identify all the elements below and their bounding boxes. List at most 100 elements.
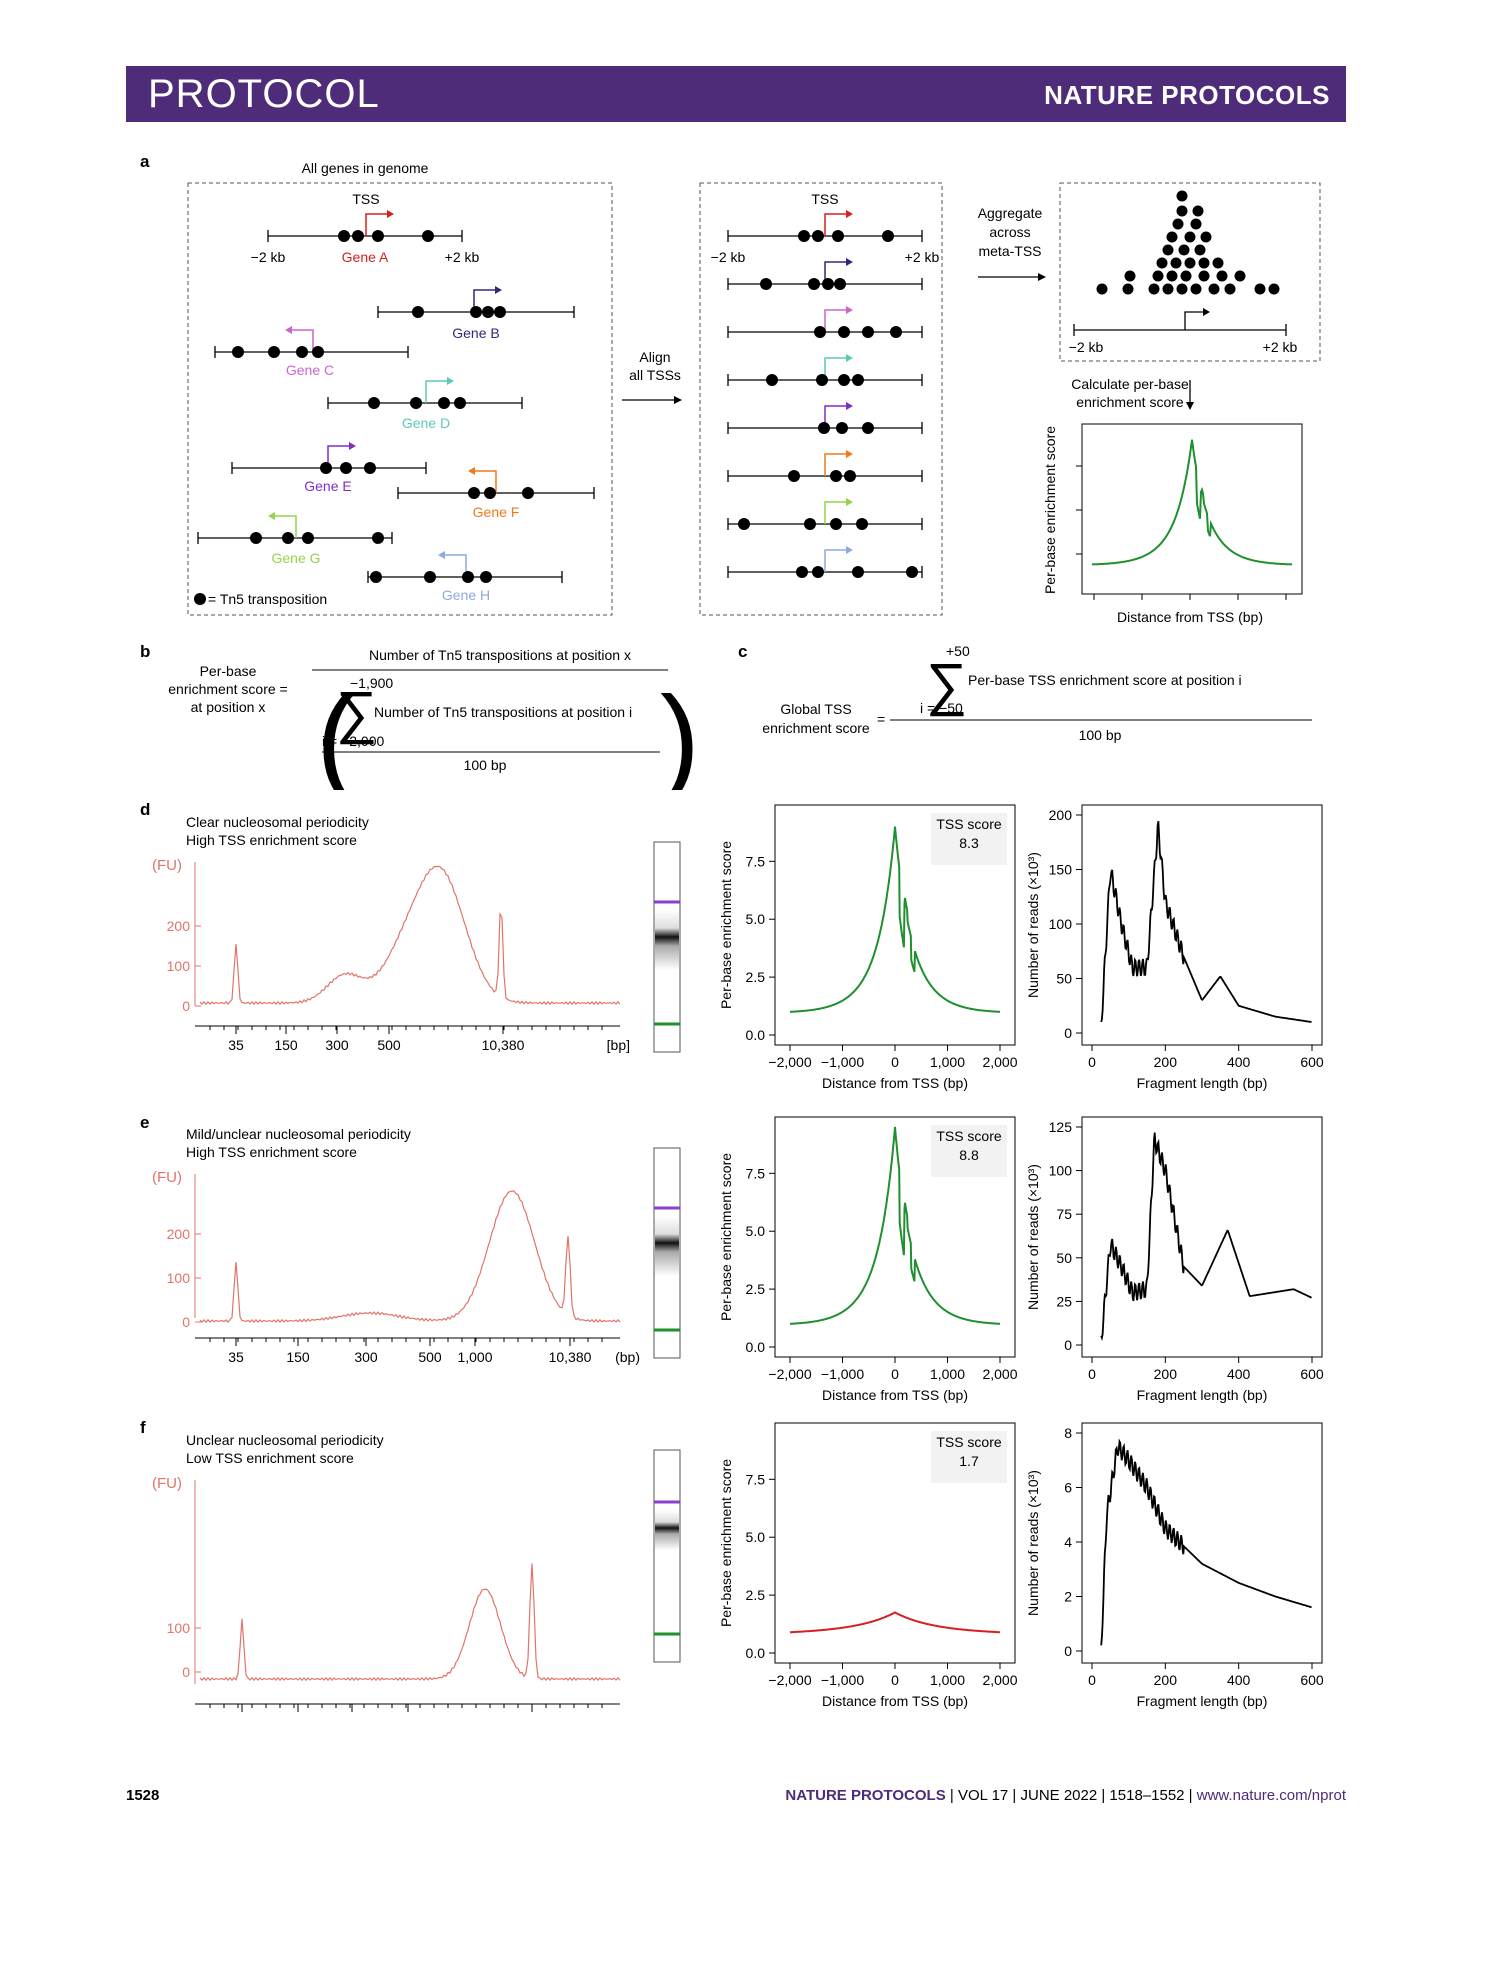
frag-xtick: 0 — [1088, 1366, 1096, 1382]
gel-lane — [653, 1449, 681, 1663]
tss-arrow-icon — [824, 309, 849, 332]
footer-volume: | VOL 17 | JUNE 2022 | 1518–1552 | — [949, 1787, 1193, 1804]
tn5-dot — [814, 326, 826, 338]
frag-ytick: 25 — [1056, 1293, 1072, 1309]
fu-tick: 0 — [182, 998, 190, 1014]
bp-tick: 300 — [340, 1715, 364, 1718]
tn5-dot — [890, 326, 902, 338]
tn5-dot — [482, 306, 494, 318]
frag-xlabel: Fragment length (bp) — [1137, 1075, 1268, 1091]
aligned-track-f — [727, 450, 923, 482]
aggregate-text-3: meta-TSS — [978, 243, 1041, 259]
gene-label: Gene H — [442, 587, 490, 603]
tss-arrow-icon — [289, 329, 314, 352]
tn5-dot — [838, 326, 850, 338]
tss-xtick: −1,000 — [821, 1672, 864, 1688]
tss-arrow-icon — [824, 549, 849, 572]
aligned-minus-2kb: −2 kb — [711, 249, 746, 265]
frag-ytick: 125 — [1049, 1119, 1073, 1135]
tss-ytick: 7.5 — [746, 853, 766, 869]
tss-score-label: TSS score — [936, 816, 1002, 832]
gene-track-b: Gene B — [377, 286, 575, 341]
tn5-dot — [480, 571, 492, 583]
fu-label: (FU) — [152, 1475, 182, 1492]
fu-tick: 100 — [167, 1620, 191, 1636]
frag-ylabel: Number of reads (×10³) — [1025, 1470, 1041, 1616]
aggregate-dot — [1212, 257, 1224, 269]
aggregate-dot — [1190, 218, 1202, 230]
meta-xlabel: Distance from TSS (bp) — [1117, 609, 1263, 625]
legend: = Tn5 transposition — [194, 591, 327, 607]
genome-box — [187, 182, 613, 616]
tn5-dot — [338, 230, 350, 242]
tn5-dot — [462, 571, 474, 583]
frag-xtick: 200 — [1154, 1672, 1178, 1688]
tss-xtick: 1,000 — [930, 1366, 965, 1382]
tn5-dot — [798, 230, 810, 242]
gene-track-g: Gene G — [197, 512, 393, 566]
tss-score-label: TSS score — [936, 1434, 1002, 1450]
frag-ytick: 0 — [1064, 1643, 1072, 1659]
frag-xtick: 400 — [1227, 1672, 1251, 1688]
tss-arrow-icon — [824, 357, 849, 380]
row-desc-1: Clear nucleosomal periodicity — [186, 814, 369, 830]
journal-name: NATURE PROTOCOLS — [1044, 80, 1330, 110]
tss-xtick: −1,000 — [821, 1054, 864, 1070]
fu-tick: 0 — [182, 1664, 190, 1680]
gene-track-a: Gene A — [267, 210, 463, 265]
footer-journal: NATURE PROTOCOLS — [785, 1787, 946, 1804]
gene-track-e: Gene E — [231, 442, 427, 494]
tn5-dot — [804, 518, 816, 530]
calculate-text-2: enrichment score — [1076, 394, 1184, 410]
tn5-dot-icon — [194, 593, 206, 605]
gel-lane — [653, 1147, 681, 1359]
tss-score-value: 1.7 — [959, 1453, 979, 1469]
bp-unit: (bp) — [615, 1715, 640, 1718]
tn5-dot — [312, 346, 324, 358]
aggregate-text-1: Aggregate — [978, 205, 1043, 221]
aligned-track-b — [727, 258, 923, 290]
tss-xtick: 2,000 — [982, 1672, 1017, 1688]
bp-tick: 1,000 — [457, 1349, 492, 1365]
bp-tick: 10,380 — [482, 1037, 525, 1053]
b-divisor: 100 bp — [464, 757, 507, 773]
tn5-dot — [364, 462, 376, 474]
c-equals: = — [877, 711, 885, 727]
tss-ytick: 0.0 — [746, 1339, 766, 1355]
aligned-box — [699, 182, 943, 616]
aggregate-dot — [1172, 218, 1184, 230]
aggregate-dot — [1198, 270, 1210, 282]
gene-tracks-unaligned: Gene A Gene B Gene C Gene D Gene E Gene F Gene… — [197, 191, 595, 603]
aggregate-dot — [1198, 257, 1210, 269]
footer-url[interactable]: www.nature.com/nprot — [1196, 1787, 1346, 1804]
tss-label: TSS — [352, 191, 379, 207]
tss-xlabel: Distance from TSS (bp) — [822, 1693, 968, 1709]
aggregate-dot — [1176, 283, 1188, 295]
tss-arrow-icon — [473, 289, 498, 312]
frag-ytick: 50 — [1056, 971, 1072, 987]
aligned-track-h — [727, 546, 923, 578]
b-sigma: ∑ — [336, 680, 377, 745]
frag-ytick: 50 — [1056, 1250, 1072, 1266]
tss-ytick: 2.5 — [746, 1281, 766, 1297]
b-sum-top: −1,900 — [350, 675, 393, 691]
tn5-dot — [320, 462, 332, 474]
tss-xtick: −1,000 — [821, 1366, 864, 1382]
bioanalyzer-trace: 200 100 0 35 150 300 500 1,000 10,380 (bp) — [167, 1174, 640, 1365]
tn5-dot — [410, 397, 422, 409]
tn5-dot — [352, 230, 364, 242]
frag-xtick: 600 — [1300, 1672, 1324, 1688]
b-sum-term: Number of Tn5 transpositions at position… — [374, 704, 632, 720]
tn5-dot — [372, 532, 384, 544]
fu-label: (FU) — [152, 1169, 182, 1186]
tn5-dot — [856, 518, 868, 530]
bp-tick: 150 — [286, 1349, 310, 1365]
tn5-dot — [834, 278, 846, 290]
aligned-track-d — [727, 354, 923, 386]
tss-arrow-icon — [272, 515, 297, 538]
tn5-dot — [468, 487, 480, 499]
gene-track-c: Gene C — [214, 326, 409, 378]
tn5-dot — [852, 374, 864, 386]
tss-xtick: −2,000 — [768, 1672, 811, 1688]
tn5-dot — [470, 306, 482, 318]
